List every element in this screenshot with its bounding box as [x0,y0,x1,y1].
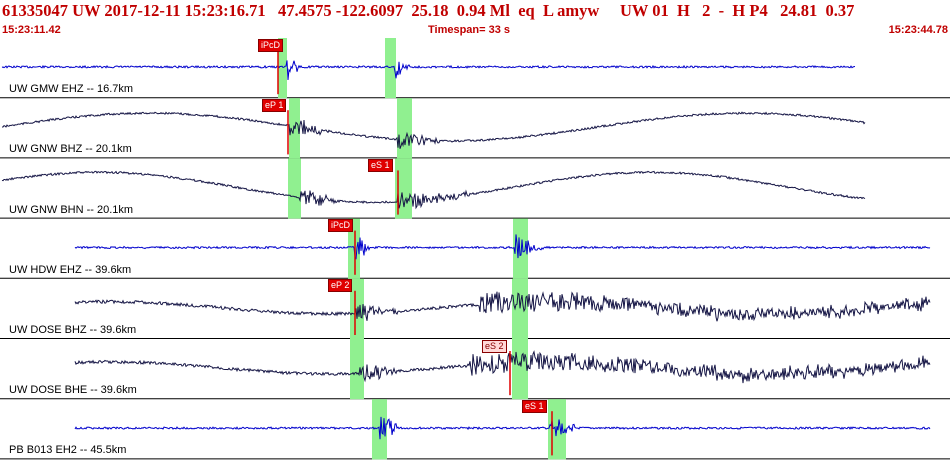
phase-window [350,278,364,339]
phase-window [395,158,412,219]
phase-window [512,278,528,339]
channel-panel[interactable] [0,399,950,460]
channel-panel[interactable] [0,158,950,219]
channel-panel[interactable] [0,278,950,339]
pick-label[interactable]: eS 2 [482,339,507,353]
channel-panel[interactable] [0,38,950,99]
waveform-trace [1,170,866,210]
channel-label: PB B013 EH2 -- 45.5km [9,444,127,457]
waveform-trace [1,60,856,81]
waveform-trace [74,234,931,260]
waveform-trace [74,291,931,322]
start-time: 15:23:11.42 [2,24,61,36]
channel-label: UW GMW EHZ -- 16.7km [9,83,134,96]
channel-label: UW GNW BHZ -- 20.1km [9,143,132,156]
waveform-panels[interactable] [0,38,950,460]
channel-panel[interactable] [0,339,950,400]
channel-label: UW GNW BHN -- 20.1km [9,203,134,216]
phase-window [513,218,528,279]
event-summary: 61335047 UW 2017-12-11 15:23:16.71 47.45… [2,1,855,20]
pick-label[interactable]: iPcD [258,38,284,52]
waveform-trace [2,111,866,149]
channel-label: UW DOSE BHZ -- 39.6km [9,324,137,336]
channel-panel[interactable] [0,98,950,159]
phase-window [512,339,528,400]
phase-window [278,38,287,99]
waveform-trace [74,416,931,440]
pick-label[interactable]: eS 1 [522,399,547,413]
channel-label: UW HDW EHZ -- 39.6km [9,263,132,276]
event-header: 61335047 UW 2017-12-11 15:23:16.71 47.45… [0,0,950,38]
channel-label: UW DOSE BHE -- 39.6km [9,384,137,397]
end-time: 15:23:44.78 [888,24,948,36]
phase-window [350,339,364,400]
pick-label[interactable]: iPcD [328,219,354,233]
pick-label[interactable]: eP 2 [328,279,353,293]
channel-panel[interactable] [0,218,950,279]
pick-label[interactable]: eP 1 [262,98,287,112]
timespan: Timespan= 33 s [428,24,511,36]
phase-window [385,38,396,99]
phase-window [397,98,412,159]
pick-label[interactable]: eS 1 [368,158,393,172]
phase-window [288,158,301,219]
waveform-trace [74,350,931,384]
